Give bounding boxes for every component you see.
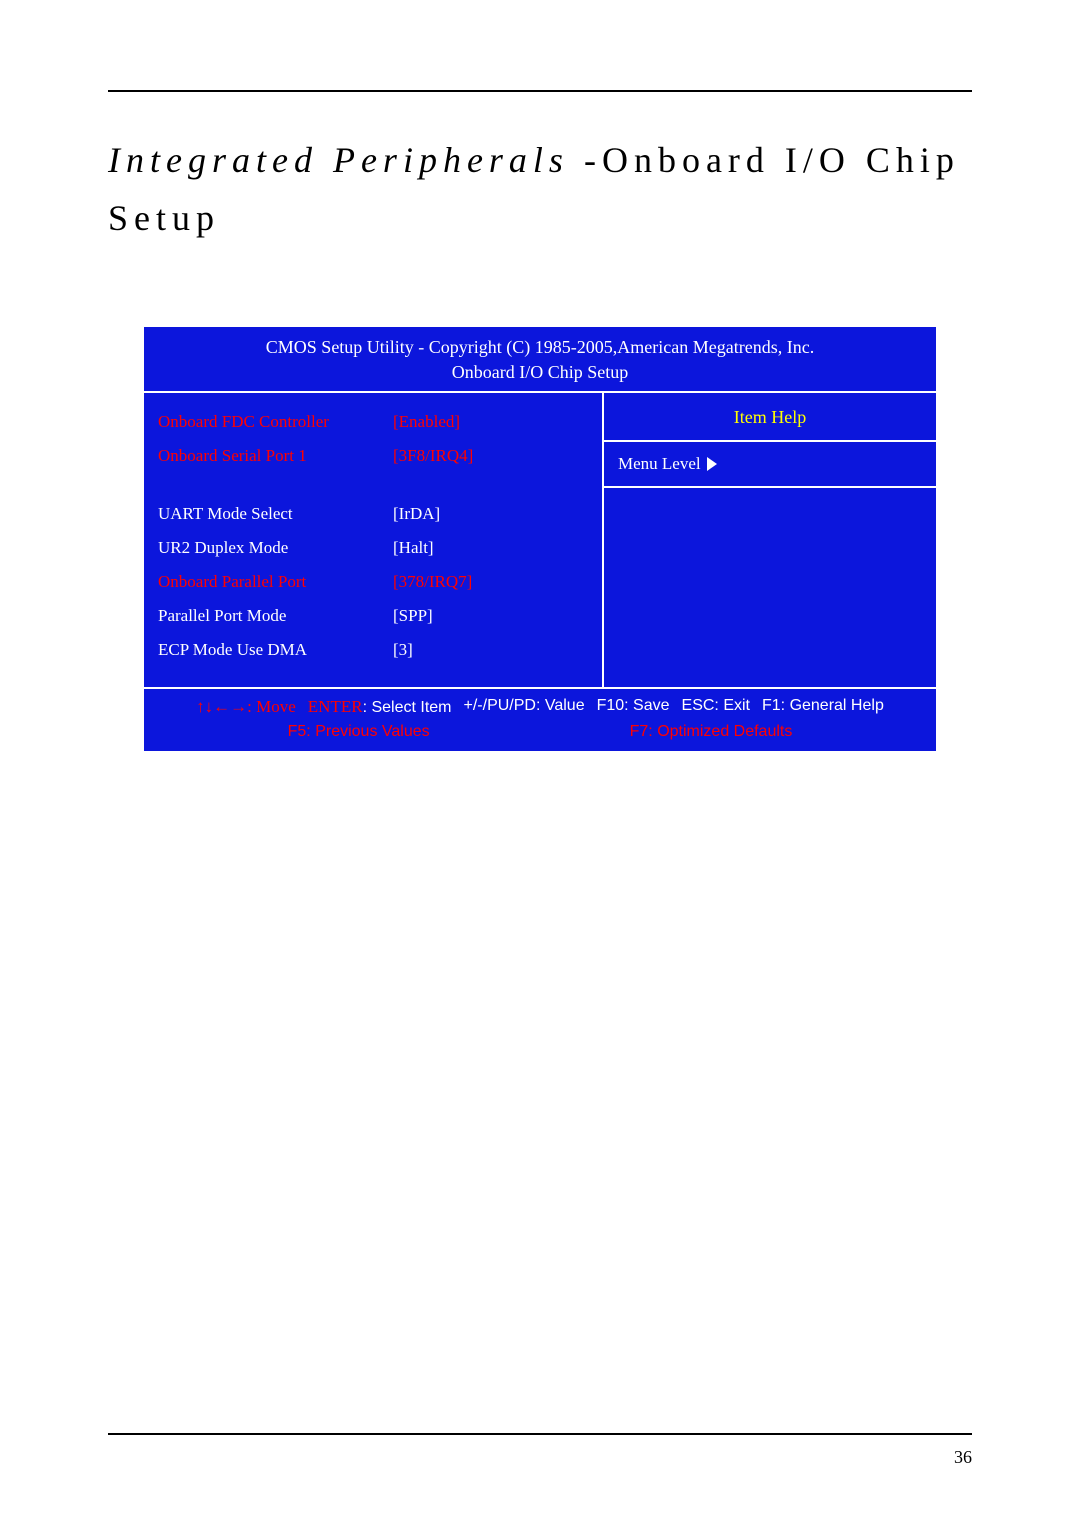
bios-body: Onboard FDC Controller [Enabled] Onboard… — [144, 393, 936, 687]
help-content — [604, 488, 936, 608]
setting-label: UART Mode Select — [158, 504, 393, 524]
page-number: 36 — [108, 1447, 972, 1468]
setting-label: Onboard FDC Controller — [158, 412, 393, 432]
value-keys: +/-/PU/PD: Value — [464, 697, 585, 717]
setting-row[interactable]: Parallel Port Mode [SPP] — [158, 599, 588, 633]
setting-row[interactable]: Onboard Parallel Port [378/IRQ7] — [158, 565, 588, 599]
setting-value: [Halt] — [393, 538, 588, 558]
spacer — [158, 473, 588, 497]
setting-label: Onboard Parallel Port — [158, 572, 393, 592]
top-rule — [108, 90, 972, 92]
setting-value: [3] — [393, 640, 588, 660]
heading-italic: Integrated Peripherals — [108, 140, 584, 180]
f1-key: F1: General Help — [762, 697, 884, 717]
setting-value: [3F8/IRQ4] — [393, 446, 588, 466]
footer-row-2: F5: Previous Values F7: Optimized Defaul… — [144, 723, 936, 741]
setting-row[interactable]: ECP Mode Use DMA [3] — [158, 633, 588, 667]
triangle-right-icon — [707, 457, 717, 471]
enter-key: ENTER: Select Item — [308, 697, 452, 717]
bios-help-panel: Item Help Menu Level — [604, 393, 936, 687]
f10-key: F10: Save — [597, 697, 670, 717]
bios-screenshot: CMOS Setup Utility - Copyright (C) 1985-… — [144, 327, 936, 751]
bios-header: CMOS Setup Utility - Copyright (C) 1985-… — [144, 327, 936, 393]
bios-header-line1: CMOS Setup Utility - Copyright (C) 1985-… — [144, 337, 936, 358]
setting-row[interactable]: Onboard Serial Port 1 [3F8/IRQ4] — [158, 439, 588, 473]
setting-value: [IrDA] — [393, 504, 588, 524]
setting-value: [Enabled] — [393, 412, 588, 432]
f7-key: F7: Optimized Defaults — [630, 723, 793, 741]
setting-value: [378/IRQ7] — [393, 572, 588, 592]
setting-label: ECP Mode Use DMA — [158, 640, 393, 660]
setting-value: [SPP] — [393, 606, 588, 626]
nav-arrows: ↑↓←→: Move — [196, 697, 296, 717]
footer-row-1: ↑↓←→: Move ENTER: Select Item +/-/PU/PD:… — [144, 697, 936, 717]
setting-label: Onboard Serial Port 1 — [158, 446, 393, 466]
help-header: Item Help — [604, 403, 936, 440]
bios-settings-panel: Onboard FDC Controller [Enabled] Onboard… — [144, 393, 604, 687]
menu-level-label: Menu Level — [618, 454, 701, 474]
esc-key: ESC: Exit — [682, 697, 750, 717]
setting-row[interactable]: UR2 Duplex Mode [Halt] — [158, 531, 588, 565]
setting-row[interactable]: UART Mode Select [IrDA] — [158, 497, 588, 531]
menu-level: Menu Level — [604, 440, 936, 488]
bottom-rule — [108, 1433, 972, 1435]
setting-label: Parallel Port Mode — [158, 606, 393, 626]
page-heading: Integrated Peripherals -Onboard I/O Chip… — [108, 132, 972, 247]
setting-row[interactable]: Onboard FDC Controller [Enabled] — [158, 405, 588, 439]
bios-footer: ↑↓←→: Move ENTER: Select Item +/-/PU/PD:… — [144, 687, 936, 751]
f5-key: F5: Previous Values — [288, 723, 430, 741]
bios-header-line2: Onboard I/O Chip Setup — [144, 362, 936, 383]
setting-label: UR2 Duplex Mode — [158, 538, 393, 558]
